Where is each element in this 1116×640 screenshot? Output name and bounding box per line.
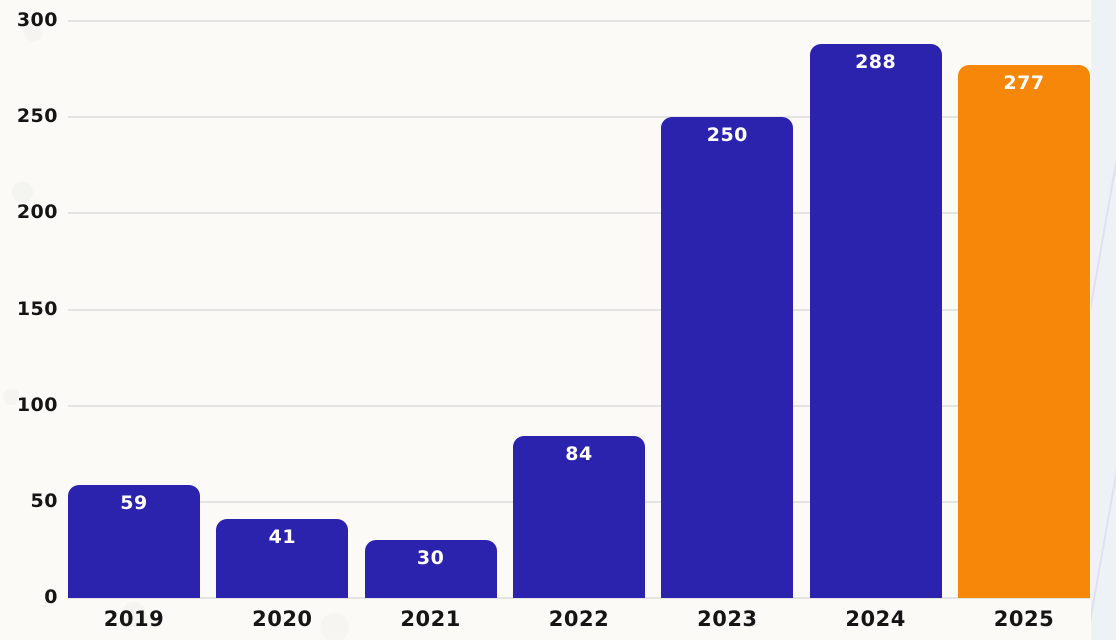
gridline bbox=[68, 212, 1090, 215]
diagonal-texture-strip bbox=[1091, 0, 1116, 640]
bar-2019: 59 bbox=[68, 484, 200, 598]
x-axis-category-label: 2019 bbox=[103, 607, 165, 631]
bar-value-label: 30 bbox=[416, 547, 445, 570]
bar-2020: 41 bbox=[216, 519, 349, 598]
gridline bbox=[68, 116, 1090, 119]
x-axis-category-label: 2024 bbox=[845, 607, 906, 631]
x-axis-category-label: 2025 bbox=[993, 607, 1055, 631]
bar-2023: 250 bbox=[661, 117, 794, 598]
bar-2024: 288 bbox=[809, 44, 942, 598]
gridline bbox=[68, 404, 1090, 407]
gridline bbox=[68, 20, 1090, 22]
bar-value-label: 288 bbox=[855, 51, 897, 74]
bar-value-label: 59 bbox=[120, 491, 148, 514]
y-axis-tick-label: 200 bbox=[16, 201, 58, 224]
bar-value-label: 84 bbox=[565, 443, 593, 466]
x-axis-category-label: 2020 bbox=[252, 607, 313, 631]
bar-value-label: 41 bbox=[268, 526, 297, 549]
bar-2022: 84 bbox=[513, 436, 645, 598]
y-axis-tick-label: 150 bbox=[16, 297, 58, 320]
bar-2021: 30 bbox=[364, 540, 497, 598]
y-axis-tick-label: 0 bbox=[44, 586, 58, 608]
gridline bbox=[68, 308, 1090, 311]
bar-2025: 277 bbox=[958, 65, 1090, 598]
y-axis-tick-label: 50 bbox=[30, 489, 58, 512]
y-axis-tick-label: 300 bbox=[16, 9, 58, 31]
gridline bbox=[68, 597, 1090, 599]
x-axis-category-label: 2022 bbox=[548, 607, 610, 631]
bar-value-label: 277 bbox=[1003, 72, 1045, 95]
x-axis-category-label: 2021 bbox=[400, 607, 461, 631]
bar-value-label: 250 bbox=[706, 124, 748, 147]
y-axis-tick-label: 250 bbox=[16, 105, 58, 128]
plot-area: 0 50 100 150 200 250 300 59 2019 41 2020 30 2021 84 20… bbox=[17, 9, 1090, 631]
y-axis-tick-label: 100 bbox=[16, 393, 58, 416]
x-axis-category-label: 2023 bbox=[697, 607, 758, 631]
